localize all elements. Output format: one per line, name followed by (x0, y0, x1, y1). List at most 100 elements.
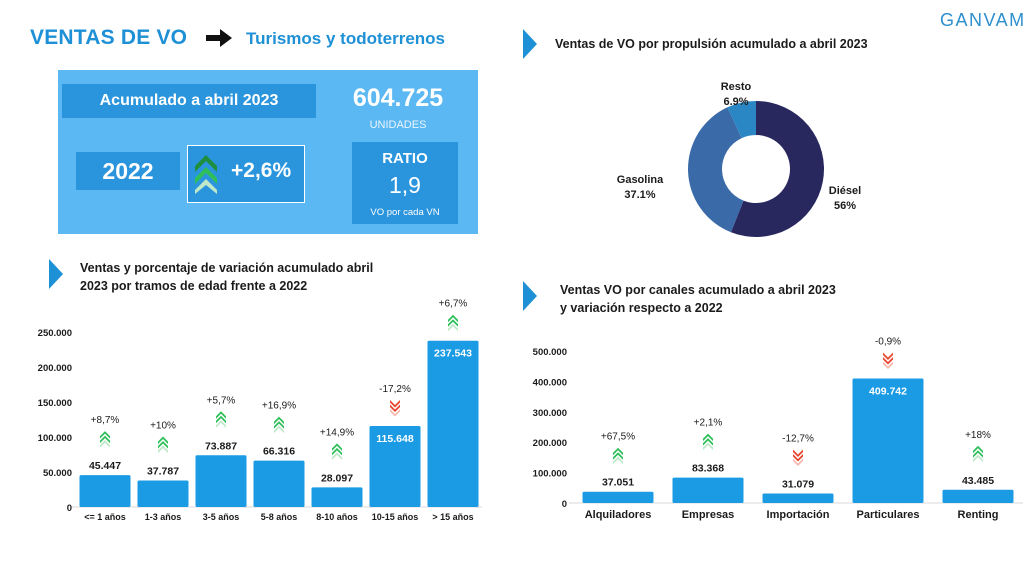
variation-label: +14,9% (320, 427, 354, 438)
year-box: 2022 (76, 152, 180, 190)
bar-3 (253, 460, 305, 507)
y-tick-label: 0 (67, 503, 72, 514)
propulsion-donut-chart: Diésel 56% Gasolina 37.1% Resto 6.9% (617, 81, 861, 237)
bar-3 (852, 378, 924, 503)
bar-0 (582, 491, 654, 503)
bar-1 (672, 477, 744, 503)
donut-label: Gasolina (617, 174, 664, 186)
category-label: Particulares (857, 509, 920, 521)
accumulated-label: Acumulado a abril 2023 (62, 84, 316, 118)
donut-value: 37.1% (624, 189, 655, 201)
category-label: > 15 años (432, 512, 473, 522)
donut-label: Diésel (829, 185, 861, 197)
variation-up-icon (703, 433, 713, 451)
variation-label: +67,5% (601, 432, 635, 443)
donut-slice-resto (727, 101, 756, 139)
y-tick-label: 250.000 (38, 328, 72, 339)
variation-label: +5,7% (207, 395, 236, 406)
bar-1 (137, 480, 189, 507)
growth-box (187, 145, 305, 203)
bar-4 (942, 489, 1014, 503)
y-tick-label: 400.000 (533, 377, 567, 388)
variation-down-icon (883, 352, 893, 369)
bar-6 (427, 340, 479, 507)
channel-title-line1: Ventas VO por canales acumulado a abril … (560, 283, 836, 297)
bar-value-label: 115.648 (376, 433, 414, 445)
variation-down-icon (793, 449, 803, 467)
growth-value: +2,6% (231, 159, 292, 182)
variation-label: +6,7% (439, 299, 468, 310)
category-label: Alquiladores (585, 509, 652, 521)
variation-label: -0,9% (875, 336, 901, 347)
bar-value-label: 66.316 (263, 446, 295, 458)
ratio-value: 1,9 (389, 172, 421, 198)
category-label: Importación (767, 509, 830, 521)
variation-up-icon (216, 411, 226, 428)
channel-title-line2: y variación respecto a 2022 (560, 301, 723, 315)
category-label: <= 1 años (84, 512, 126, 522)
y-tick-label: 100.000 (533, 469, 567, 480)
y-tick-label: 200.000 (533, 438, 567, 449)
age-title-line1: Ventas y porcentaje de variación acumula… (80, 261, 374, 275)
y-tick-label: 0 (562, 499, 567, 510)
ratio-sublabel: VO por cada VN (370, 207, 440, 218)
bar-value-label: 28.097 (321, 472, 353, 484)
variation-label: -12,7% (782, 434, 814, 445)
category-label: Empresas (682, 509, 735, 521)
bar-2 (762, 493, 834, 503)
ratio-box (352, 142, 458, 224)
section-marker-icon (523, 281, 537, 311)
variation-up-icon (158, 436, 168, 454)
y-tick-label: 300.000 (533, 408, 567, 419)
variation-label: +18% (965, 430, 991, 441)
bar-value-label: 37.787 (147, 466, 179, 478)
bar-5 (369, 426, 421, 507)
units-value: 604.725 (352, 84, 444, 112)
variation-down-icon (390, 400, 400, 417)
category-label: 1-3 años (145, 512, 182, 522)
variation-up-icon (100, 431, 110, 448)
brand-logo: GANVAM (940, 10, 1024, 30)
section-marker-icon (49, 259, 63, 289)
y-tick-label: 200.000 (38, 363, 72, 374)
age-bar-chart: 0 50.000 100.000 150.000 200.000 250.000 45.44… (38, 299, 482, 522)
variation-label: +16,9% (262, 401, 296, 412)
bar-value-label: 73.887 (205, 440, 237, 452)
bar-0 (79, 475, 131, 507)
bar-value-label: 409.742 (869, 385, 907, 397)
page-subtitle: Turismos y todoterrenos (246, 29, 445, 48)
bar-value-label: 237.543 (434, 348, 472, 360)
variation-up-icon (332, 443, 342, 460)
bar-value-label: 37.051 (602, 477, 634, 489)
bar-value-label: 45.447 (89, 460, 121, 472)
arrow-right-icon (206, 29, 232, 47)
variation-up-icon (973, 445, 983, 463)
age-title-line2: 2023 por tramos de edad frente a 2022 (80, 279, 308, 293)
donut-value: 6.9% (723, 96, 748, 108)
category-label: 10-15 años (372, 512, 419, 522)
category-label: 5-8 años (261, 512, 298, 522)
growth-up-icon (195, 155, 217, 194)
donut-slice-gasolina (688, 107, 744, 233)
y-tick-label: 150.000 (38, 398, 72, 409)
variation-label: +2,1% (694, 418, 723, 429)
section-marker-icon (523, 29, 537, 59)
bar-value-label: 31.079 (782, 479, 814, 491)
category-label: 8-10 años (316, 512, 358, 522)
bar-value-label: 83.368 (692, 463, 724, 475)
channel-bar-chart: 0 100.000 200.000 300.000 400.000 500.000 37.0… (533, 336, 1023, 521)
bar-4 (311, 487, 363, 507)
units-label: UNIDADES (369, 119, 427, 131)
ratio-label: RATIO (382, 150, 428, 167)
variation-label: +8,7% (91, 415, 120, 426)
propulsion-title: Ventas de VO por propulsión acumulado a … (555, 37, 868, 51)
page-title: VENTAS DE VO (30, 26, 188, 49)
y-tick-label: 100.000 (38, 433, 72, 444)
variation-label: -17,2% (379, 384, 411, 395)
bar-2 (195, 455, 247, 507)
bar-value-label: 43.485 (962, 475, 994, 487)
donut-value: 56% (834, 200, 856, 212)
variation-up-icon (448, 314, 458, 332)
y-tick-label: 50.000 (43, 468, 72, 479)
variation-label: +10% (150, 421, 176, 432)
